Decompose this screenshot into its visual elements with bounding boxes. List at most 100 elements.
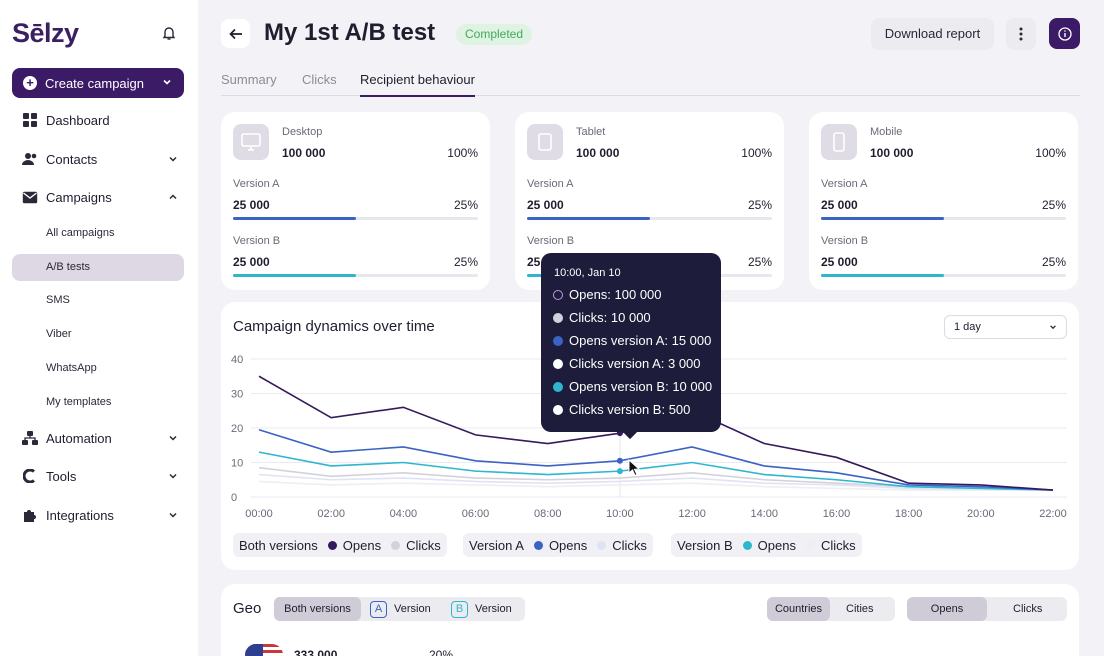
sidebar-subitem-whatsapp[interactable]: WhatsApp <box>46 362 97 374</box>
filter-both-versions[interactable]: Both versions <box>274 597 361 621</box>
more-options-button[interactable] <box>1006 18 1036 50</box>
version-a-badge: A <box>370 601 387 618</box>
chevron-down-icon <box>169 473 177 479</box>
x-tick-label: 16:00 <box>823 508 851 520</box>
series-line-version-b-opens[interactable] <box>258 451 1054 491</box>
series-line-version-a-opens[interactable] <box>258 428 1054 491</box>
legend-clicks[interactable]: Clicks <box>820 537 856 553</box>
version-a-progress <box>821 217 1066 220</box>
x-tick-label: 06:00 <box>462 508 490 520</box>
tooltip-row-text: Opens: 100 000 <box>569 287 662 302</box>
legend-opens[interactable]: Opens <box>757 537 796 553</box>
sidebar-item-dashboard[interactable]: Dashboard <box>22 112 178 128</box>
y-tick-label: 40 <box>231 354 243 366</box>
legend-group-label: Version A <box>469 537 524 553</box>
tab-recipient-behaviour[interactable]: Recipient behaviour <box>360 72 475 97</box>
geo-version-filter: Both versions A Version B Version <box>274 597 525 621</box>
tooltip-row-text: Opens version A: 15 000 <box>569 333 712 348</box>
sidebar-item-tools[interactable]: Tools <box>22 468 178 484</box>
toggle-cities[interactable]: Cities <box>846 603 874 615</box>
tooltip-row: Opens version B: 10 000 <box>553 379 712 394</box>
tab-clicks[interactable]: Clicks <box>302 72 337 87</box>
sidebar-item-contacts[interactable]: Contacts <box>22 151 178 167</box>
x-tick-label: 04:00 <box>390 508 418 520</box>
y-tick-label: 30 <box>231 389 243 401</box>
back-button[interactable] <box>221 19 250 48</box>
create-campaign-label: Create campaign <box>45 75 144 91</box>
tab-summary[interactable]: Summary <box>221 72 277 87</box>
version-b-percent: 25% <box>1041 255 1066 269</box>
tooltip-row: Opens version A: 15 000 <box>553 333 711 348</box>
sidebar-item-campaigns[interactable]: Campaigns <box>22 189 178 205</box>
legend-opens[interactable]: Opens <box>548 537 588 553</box>
legend-opens[interactable]: Opens <box>342 537 382 553</box>
series-line-version-b-clicks[interactable] <box>258 480 1053 491</box>
hover-point[interactable] <box>616 468 623 475</box>
sidebar-subitem-sms[interactable]: SMS <box>46 294 70 306</box>
device-total: 100 000 <box>576 146 620 160</box>
x-tick-label: 08:00 <box>534 508 562 520</box>
info-button[interactable] <box>1049 18 1080 49</box>
chevron-down-icon <box>169 435 177 441</box>
toggle-clicks[interactable]: Clicks <box>1013 603 1043 615</box>
toggle-opens[interactable]: Opens <box>907 597 987 621</box>
tooltip-row-text: Clicks version A: 3 000 <box>569 356 701 371</box>
device-card-mobile: Mobile 100 000 100% Version A 25 000 25%… <box>809 112 1078 290</box>
version-a-percent: 25% <box>453 198 478 212</box>
y-tick-label: 10 <box>231 458 243 470</box>
x-tick-label: 20:00 <box>967 508 995 520</box>
device-percent: 100% <box>447 146 478 160</box>
tooltip-dot <box>553 404 563 415</box>
version-a-value: 25 000 <box>233 198 270 212</box>
legend-clicks[interactable]: Clicks <box>612 537 647 553</box>
version-a-label: Version A <box>527 178 574 190</box>
bell-icon[interactable] <box>161 25 177 41</box>
filter-version-b[interactable]: Version <box>475 603 512 615</box>
legend-dot <box>533 540 543 550</box>
tab-bar: Summary Clicks Recipient behaviour <box>221 70 1080 97</box>
arrow-left-icon <box>228 28 242 39</box>
sidebar-item-label: Integrations <box>46 507 114 523</box>
device-total: 100 000 <box>870 146 914 160</box>
chevron-down-icon <box>169 512 177 518</box>
legend-clicks[interactable]: Clicks <box>406 537 441 553</box>
chevron-down-icon <box>163 79 171 85</box>
geo-top-value: 333 000 <box>294 648 338 656</box>
x-tick-label: 10:00 <box>606 508 634 520</box>
download-report-button[interactable]: Download report <box>871 18 994 50</box>
sidebar-item-label: Campaigns <box>46 189 112 205</box>
hover-point[interactable] <box>616 457 623 464</box>
toggle-countries[interactable]: Countries <box>767 597 830 621</box>
puzzle-icon <box>22 507 38 523</box>
geo-card: Geo Both versions A Version B Version Co… <box>221 584 1079 656</box>
device-percent: 100% <box>741 146 772 160</box>
sidebar-subitem-viber[interactable]: Viber <box>46 328 72 340</box>
sidebar-subitem-all-campaigns[interactable]: All campaigns <box>46 227 115 239</box>
version-b-label: Version B <box>527 235 575 247</box>
x-tick-label: 12:00 <box>678 508 706 520</box>
create-campaign-button[interactable]: + Create campaign <box>12 68 184 98</box>
filter-version-a[interactable]: Version <box>394 603 431 615</box>
plus-icon: + <box>23 76 37 90</box>
sidebar-subitem-my-templates[interactable]: My templates <box>46 396 112 408</box>
sidebar-subitem-ab-tests[interactable]: A/B tests <box>12 254 184 281</box>
version-b-percent: 25% <box>453 255 478 269</box>
page-title: My 1st A/B test <box>264 19 436 46</box>
tooltip-dot <box>553 312 563 323</box>
x-tick-label: 22:00 <box>1039 508 1067 520</box>
line-chart[interactable]: 0 10 20 30 40 00:00 02:00 04:00 06:00 08:00 10:00 1… <box>221 342 1079 570</box>
device-card-desktop: Desktop 100 000 100% Version A 25 000 25… <box>221 112 490 290</box>
period-select[interactable]: 1 day <box>944 315 1067 339</box>
version-a-progress <box>527 217 772 220</box>
logo: Sēlzy <box>12 18 79 48</box>
sidebar-item-automation[interactable]: Automation <box>22 430 178 446</box>
legend-dot <box>805 540 815 550</box>
sidebar-item-label: Dashboard <box>46 112 110 128</box>
series-line-version-a-clicks[interactable] <box>258 473 1054 491</box>
tooltip-row: Clicks: 10 000 <box>553 310 651 325</box>
sidebar-item-integrations[interactable]: Integrations <box>22 507 178 523</box>
version-a-progress <box>233 217 478 220</box>
legend-version-a: Version A Opens Clicks <box>463 533 653 557</box>
cursor-icon <box>628 459 641 477</box>
tooltip-row: Clicks version B: 500 <box>553 402 690 417</box>
